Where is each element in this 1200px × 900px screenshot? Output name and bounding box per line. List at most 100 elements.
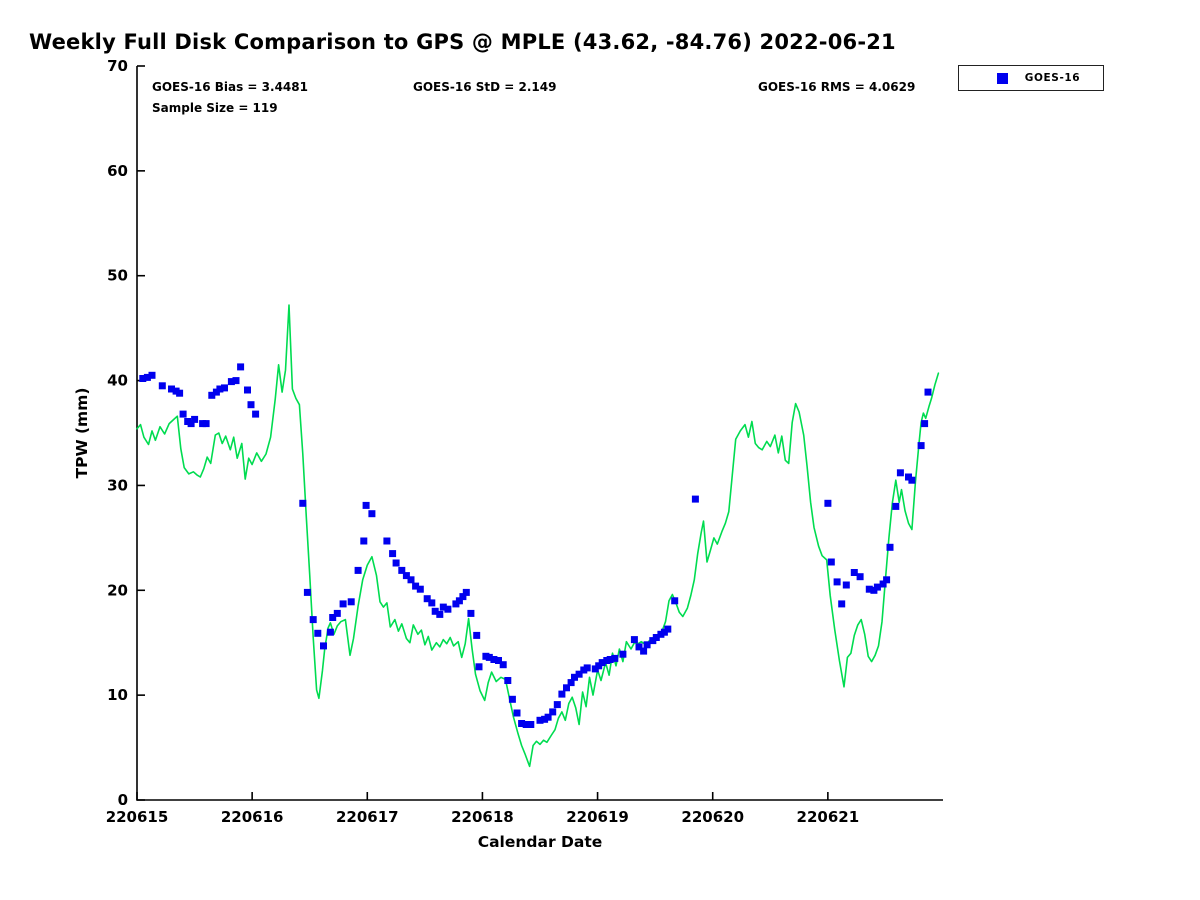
stat-sample-size: Sample Size = 119 — [152, 101, 278, 115]
goes16-marker — [664, 625, 672, 633]
goes16-marker — [431, 607, 439, 615]
y-tick-label: 40 — [107, 372, 128, 390]
goes16-marker — [635, 643, 643, 651]
goes16-marker — [917, 442, 925, 450]
goes16-marker — [462, 588, 470, 596]
goes16-marker — [402, 572, 410, 580]
goes16-marker — [383, 537, 391, 545]
goes16-marker — [495, 657, 502, 664]
goes16-marker — [244, 386, 251, 394]
goes16-marker — [606, 656, 614, 663]
goes16-marker — [508, 695, 516, 703]
goes16-marker — [824, 499, 832, 507]
goes16-marker — [838, 600, 846, 608]
goes16-marker — [299, 499, 307, 507]
goes16-marker — [176, 389, 184, 397]
goes16-marker — [389, 550, 397, 558]
goes16-marker — [148, 371, 156, 379]
goes16-marker — [640, 647, 648, 655]
y-tick-label: 10 — [107, 686, 128, 704]
goes16-marker — [558, 690, 566, 698]
goes16-marker — [842, 581, 850, 589]
goes16-marker — [326, 628, 334, 636]
goes16-marker — [611, 654, 619, 662]
goes16-marker — [309, 616, 317, 624]
goes16-marker — [455, 597, 463, 605]
goes16-marker — [412, 582, 420, 590]
goes16-marker — [908, 476, 916, 484]
goes16-marker — [208, 391, 216, 399]
stat-bias: GOES-16 Bias = 3.4481 — [152, 80, 308, 94]
stat-rms: GOES-16 RMS = 4.0629 — [758, 80, 916, 94]
x-axis-label: Calendar Date — [478, 833, 603, 851]
goes16-marker — [536, 716, 544, 724]
goes16-marker — [368, 510, 376, 518]
goes16-marker — [232, 377, 240, 385]
goes16-legend-marker-icon — [997, 72, 1008, 84]
goes16-marker — [865, 585, 873, 593]
goes16-marker — [428, 599, 436, 607]
goes16-marker — [522, 721, 530, 728]
goes16-marker — [444, 605, 452, 613]
goes16-marker — [873, 583, 881, 591]
goes16-marker — [583, 664, 591, 672]
goes16-marker — [691, 495, 699, 503]
goes16-marker — [339, 600, 347, 608]
goes16-marker — [360, 537, 368, 545]
x-tick-label: 220619 — [566, 808, 629, 826]
goes16-marker — [652, 634, 660, 641]
y-tick-label: 50 — [107, 267, 128, 285]
goes16-marker — [630, 636, 638, 644]
goes16-marker — [303, 588, 311, 596]
goes16-marker — [896, 469, 904, 477]
goes16-marker — [439, 603, 447, 611]
goes16-marker — [179, 410, 187, 418]
goes16-marker — [202, 420, 210, 428]
x-tick-label: 220618 — [451, 808, 514, 826]
goes16-marker — [553, 701, 561, 709]
goes16-marker — [407, 576, 415, 584]
goes16-marker — [921, 420, 929, 428]
goes16-marker — [892, 502, 900, 510]
goes16-marker — [886, 543, 894, 551]
goes16-marker — [513, 709, 521, 717]
goes16-marker — [436, 610, 444, 618]
goes16-marker — [567, 679, 575, 687]
goes16-marker — [544, 713, 552, 721]
x-tick-label: 220620 — [681, 808, 744, 826]
goes16-marker — [575, 670, 583, 678]
x-tick-label: 220621 — [797, 808, 860, 826]
gps-line — [136, 304, 940, 768]
stat-std: GOES-16 StD = 2.149 — [413, 80, 557, 94]
goes16-marker — [643, 641, 651, 649]
goes16-marker — [416, 585, 424, 593]
goes16-marker — [237, 363, 245, 371]
y-tick-label: 60 — [107, 162, 128, 180]
goes16-marker — [504, 677, 512, 684]
goes16-marker — [467, 609, 475, 617]
legend-box: GOES-16 — [958, 65, 1104, 91]
goes16-marker — [459, 593, 467, 601]
goes16-marker — [598, 659, 606, 667]
goes16-marker — [191, 415, 199, 423]
goes16-marker — [314, 629, 322, 637]
goes16-marker — [333, 609, 341, 617]
goes16-marker — [485, 653, 493, 661]
goes16-marker — [247, 401, 255, 409]
goes16-marker — [158, 382, 166, 390]
goes16-marker — [398, 566, 406, 574]
goes16-marker — [518, 720, 526, 727]
y-axis-label: TPW (mm) — [73, 388, 91, 479]
goes16-marker — [490, 656, 498, 663]
goes16-marker — [924, 388, 932, 396]
goes16-marker — [329, 614, 337, 621]
goes16-marker — [549, 708, 557, 716]
goes16-marker — [563, 684, 570, 692]
goes16-marker — [187, 420, 195, 428]
goes16-marker — [392, 559, 400, 567]
goes16-marker — [856, 573, 864, 581]
goes16-marker — [139, 375, 147, 382]
goes16-marker — [252, 410, 260, 418]
